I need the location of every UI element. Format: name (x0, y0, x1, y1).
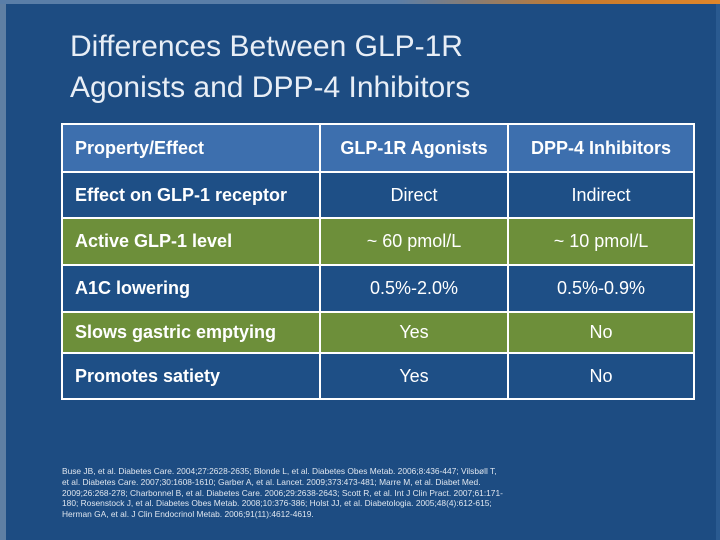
reference-line: Buse JB, et al. Diabetes Care. 2004;27:2… (62, 466, 497, 476)
slide-title-line-2: Agonists and DPP-4 Inhibitors (70, 71, 471, 104)
row-property: A1C lowering (61, 264, 321, 313)
header-property-effect: Property/Effect (61, 123, 321, 173)
header-glp1r-agonists: GLP-1R Agonists (319, 123, 509, 173)
slide-title: Differences Between GLP-1R Agonists and … (70, 26, 690, 108)
reference-line: et al. Diabetes Care. 2007;30:1608-1610;… (62, 476, 481, 487)
left-frame-border (0, 4, 6, 540)
references-block: Buse JB, et al. Diabetes Care. 2004;27:2… (62, 466, 622, 520)
table-header-row: Property/Effect GLP-1R Agonists DPP-4 In… (61, 123, 695, 173)
row-dpp4-value: 0.5%-0.9% (507, 264, 695, 313)
row-property: Slows gastric emptying (61, 311, 321, 354)
row-glp1-value: Direct (319, 171, 509, 219)
row-glp1-value: Yes (319, 352, 509, 400)
row-property: Effect on GLP-1 receptor (61, 171, 321, 219)
table-row: Promotes satiety Yes No (61, 352, 695, 400)
right-frame-border (716, 4, 720, 540)
row-dpp4-value: Indirect (507, 171, 695, 219)
table-row: Effect on GLP-1 receptor Direct Indirect (61, 171, 695, 219)
reference-line: Herman GA, et al. J Clin Endocrinol Meta… (62, 509, 314, 520)
table-row: Active GLP-1 level ~ 60 pmol/L ~ 10 pmol… (61, 217, 695, 266)
comparison-table: Property/Effect GLP-1R Agonists DPP-4 In… (61, 123, 695, 400)
row-dpp4-value: ~ 10 pmol/L (507, 217, 695, 266)
row-dpp4-value: No (507, 311, 695, 354)
row-property: Promotes satiety (61, 352, 321, 400)
row-property: Active GLP-1 level (61, 217, 321, 266)
table-row: A1C lowering 0.5%-2.0% 0.5%-0.9% (61, 264, 695, 313)
row-glp1-value: ~ 60 pmol/L (319, 217, 509, 266)
row-glp1-value: Yes (319, 311, 509, 354)
header-dpp4-inhibitors: DPP-4 Inhibitors (507, 123, 695, 173)
reference-line: 180; Rosenstock J, et al. Diabetes Obes … (62, 498, 492, 509)
reference-line: 2009;26:268-278; Charbonnel B, et al. Di… (62, 487, 503, 498)
row-dpp4-value: No (507, 352, 695, 400)
row-glp1-value: 0.5%-2.0% (319, 264, 509, 313)
table-row: Slows gastric emptying Yes No (61, 311, 695, 354)
top-accent-bar (0, 0, 720, 4)
slide-title-line-1: Differences Between GLP-1R (70, 30, 463, 63)
